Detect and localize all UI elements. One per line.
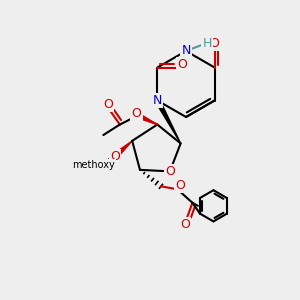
Text: O: O <box>131 106 141 120</box>
Text: O: O <box>165 165 175 178</box>
Text: O: O <box>210 37 220 50</box>
Polygon shape <box>137 113 157 124</box>
Text: O: O <box>103 98 113 111</box>
Text: H: H <box>202 37 212 50</box>
Text: O: O <box>175 179 185 192</box>
Polygon shape <box>116 141 132 156</box>
Text: N: N <box>153 94 162 107</box>
Text: O: O <box>180 218 190 231</box>
Text: N: N <box>181 44 191 58</box>
Polygon shape <box>155 99 181 143</box>
Text: methoxy: methoxy <box>72 160 115 170</box>
Text: O: O <box>110 150 120 163</box>
Text: O: O <box>177 58 187 71</box>
